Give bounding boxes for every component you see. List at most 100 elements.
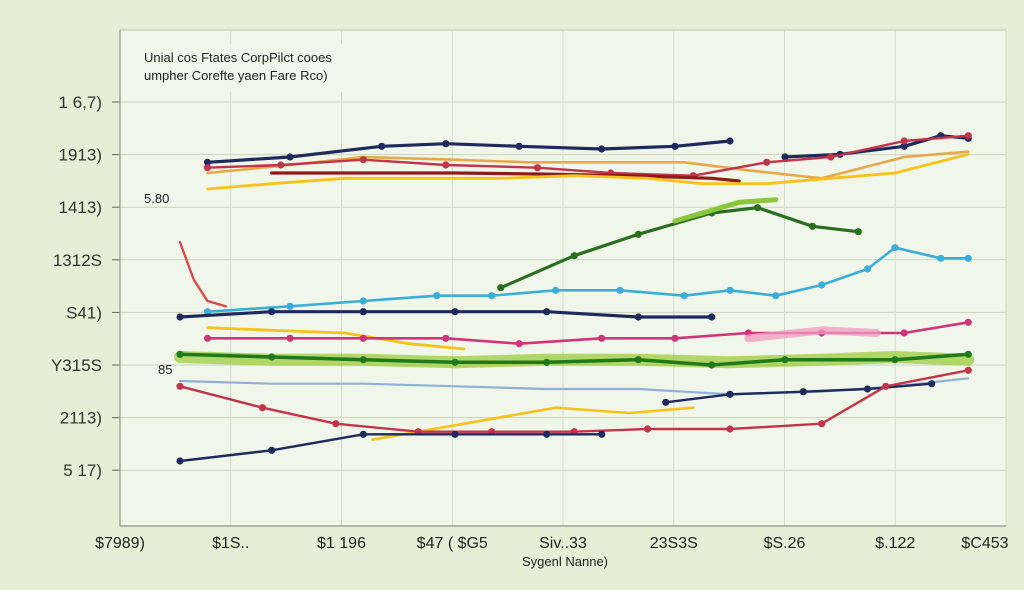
data-point	[543, 308, 551, 316]
data-point	[258, 404, 267, 412]
series-line	[672, 197, 779, 224]
data-point	[781, 356, 789, 364]
data-point	[203, 158, 212, 166]
data-point	[176, 313, 184, 321]
data-point	[854, 228, 862, 236]
series-19	[176, 366, 972, 436]
data-point	[726, 137, 734, 145]
data-point	[598, 145, 606, 153]
data-point	[442, 161, 450, 169]
data-point	[662, 398, 670, 406]
data-point	[891, 244, 899, 252]
data-point	[543, 430, 551, 438]
data-point	[671, 334, 679, 342]
data-point	[515, 142, 523, 150]
series-line	[206, 152, 970, 191]
data-point	[680, 292, 688, 300]
data-point	[451, 308, 459, 316]
x-tick-label: $47 ( $G5	[417, 535, 488, 552]
data-point	[268, 353, 276, 361]
data-point	[900, 329, 908, 337]
data-point	[643, 425, 652, 433]
data-point	[268, 446, 276, 454]
data-point	[753, 204, 762, 212]
data-point	[359, 308, 367, 316]
axes: 1 6,7) 1913) 1413) 1312S S41) Y315S 2113) 5 17)…	[51, 30, 1009, 552]
x-tick-label: $1 196	[317, 535, 366, 552]
data-point	[176, 350, 184, 358]
data-point	[286, 153, 294, 161]
data-point	[726, 425, 734, 433]
series-line	[178, 241, 227, 308]
series-9	[203, 244, 972, 316]
data-point	[515, 340, 523, 348]
chart-title: Unial cos Ftates CorpPilct cooes	[144, 50, 332, 65]
data-point	[176, 457, 184, 465]
data-point	[863, 385, 872, 393]
data-point	[708, 361, 716, 369]
y-tick-label: 1913)	[59, 146, 102, 165]
x-tick-label: $1S..	[212, 535, 249, 552]
data-point	[818, 420, 826, 428]
data-point	[818, 281, 826, 289]
data-point	[781, 153, 789, 161]
chart-title-block: Unial cos Ftates CorpPilct cooes umpher …	[132, 44, 370, 92]
data-point	[203, 164, 212, 172]
chart-subtitle: umpher Corefte yaen Fare Rco)	[144, 68, 328, 83]
series-18	[371, 406, 695, 441]
series-2	[206, 150, 970, 180]
data-point	[359, 297, 367, 305]
data-point	[332, 420, 340, 428]
data-point	[176, 382, 184, 390]
data-point	[726, 390, 734, 398]
data-point	[799, 388, 807, 396]
data-point	[570, 252, 578, 260]
inline-label: 85	[158, 362, 172, 377]
data-point	[964, 366, 972, 374]
data-point	[543, 358, 551, 366]
data-point	[616, 286, 624, 294]
data-point	[488, 292, 496, 300]
y-tick-label: 1413)	[59, 198, 102, 217]
series-4	[270, 171, 741, 183]
data-point	[964, 350, 972, 358]
y-tick-label: 1312S	[53, 251, 102, 270]
data-point	[497, 284, 505, 292]
data-point	[286, 302, 294, 310]
y-tick-label: 2113)	[60, 409, 102, 428]
series-line	[744, 326, 881, 343]
data-point	[442, 334, 450, 342]
series-line	[178, 433, 603, 463]
data-point	[433, 292, 441, 300]
data-point	[552, 286, 560, 294]
y-tick-label: S41)	[66, 303, 102, 322]
series-5	[206, 152, 970, 191]
data-point	[863, 265, 872, 273]
x-tick-label: $S.26	[764, 535, 806, 552]
y-tick-label: Y315S	[51, 356, 102, 375]
series-group	[174, 132, 975, 465]
data-point	[286, 334, 294, 342]
data-point	[634, 313, 642, 321]
data-point	[598, 334, 606, 342]
series-line	[206, 326, 466, 351]
x-tick-label: $C453	[961, 535, 1008, 552]
data-point	[900, 142, 908, 150]
x-tick-label: $.122	[875, 535, 915, 552]
data-point	[634, 230, 642, 238]
x-tick-label: Siv..33	[539, 535, 587, 552]
data-point	[203, 308, 212, 316]
x-tick-label: $7989)	[95, 535, 145, 552]
series-11	[206, 326, 466, 351]
series-line	[178, 352, 971, 367]
data-point	[671, 142, 679, 150]
data-point	[900, 137, 908, 145]
data-point	[964, 318, 972, 326]
series-15	[176, 350, 972, 369]
series-10	[176, 308, 716, 321]
data-point	[442, 140, 450, 148]
data-point	[928, 380, 936, 388]
series-line	[206, 150, 970, 180]
data-point	[378, 142, 386, 150]
